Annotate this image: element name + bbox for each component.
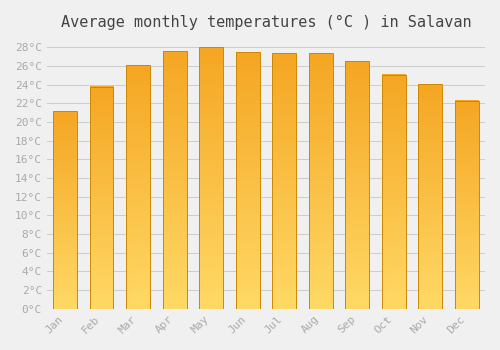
Bar <box>455 101 478 309</box>
Bar <box>90 87 114 309</box>
Bar <box>163 51 186 309</box>
Bar <box>236 52 260 309</box>
Bar <box>346 62 369 309</box>
Bar <box>126 65 150 309</box>
Bar <box>200 48 223 309</box>
Bar <box>272 53 296 309</box>
Bar <box>418 84 442 309</box>
Bar <box>309 53 332 309</box>
Bar <box>54 111 77 309</box>
Title: Average monthly temperatures (°C ) in Salavan: Average monthly temperatures (°C ) in Sa… <box>60 15 471 30</box>
Bar <box>382 75 406 309</box>
